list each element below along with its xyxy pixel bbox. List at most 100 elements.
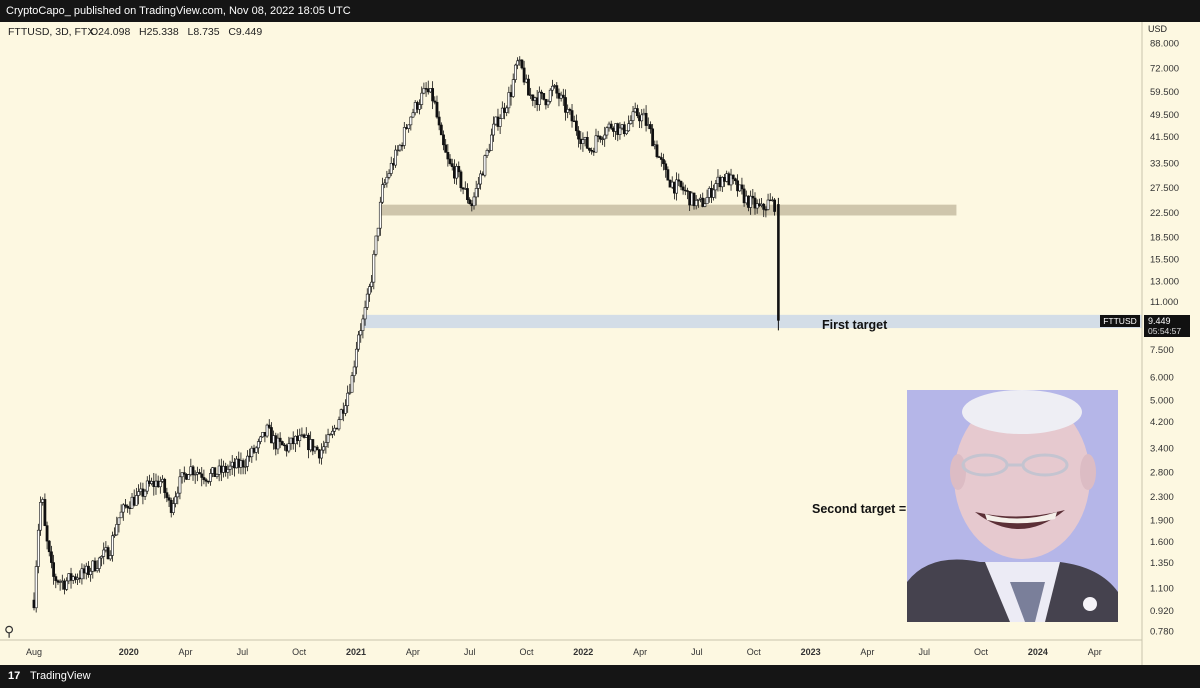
candle-body bbox=[63, 580, 66, 590]
price-tick-label: 18.500 bbox=[1150, 233, 1179, 244]
candle-body bbox=[714, 183, 718, 191]
candle-body bbox=[601, 138, 604, 141]
candle-body bbox=[620, 124, 624, 129]
candle-body bbox=[204, 479, 208, 482]
candle-body bbox=[666, 169, 670, 181]
candle-body bbox=[725, 173, 729, 182]
candle-body bbox=[692, 192, 696, 207]
candle-body bbox=[574, 120, 578, 132]
candle-body bbox=[333, 427, 336, 432]
candle-body bbox=[635, 108, 639, 117]
candle-body bbox=[348, 391, 352, 394]
candle-body bbox=[344, 405, 347, 414]
candle-body bbox=[111, 535, 114, 556]
candle-body bbox=[757, 203, 761, 206]
candle-body bbox=[707, 188, 711, 198]
candle-body bbox=[522, 67, 526, 83]
candle-body bbox=[540, 91, 543, 94]
candle-body bbox=[738, 184, 742, 192]
candle-body bbox=[490, 134, 493, 151]
time-tick-label: Jul bbox=[237, 647, 249, 657]
price-tick-label: 0.780 bbox=[1150, 627, 1174, 638]
candle-body bbox=[681, 186, 685, 191]
candle-body bbox=[553, 85, 556, 87]
candle-body bbox=[551, 85, 554, 91]
candle-body bbox=[365, 293, 369, 308]
candle-body bbox=[387, 173, 391, 178]
price-tick-label: 88.000 bbox=[1150, 39, 1179, 50]
candle-body bbox=[309, 439, 313, 451]
candle-body bbox=[716, 176, 720, 184]
candle-body bbox=[73, 576, 77, 580]
candle-body bbox=[322, 446, 326, 451]
candle-body bbox=[313, 446, 317, 452]
candle-body bbox=[193, 473, 197, 476]
candle-body bbox=[542, 93, 546, 100]
time-tick-label: 2023 bbox=[801, 647, 821, 657]
candle-body bbox=[211, 467, 215, 474]
candle-body bbox=[511, 79, 515, 97]
candle-body bbox=[450, 163, 454, 167]
candle-body bbox=[202, 477, 206, 481]
candle-body bbox=[165, 492, 169, 498]
candle-body bbox=[594, 135, 598, 153]
first-target-label: First target bbox=[822, 318, 888, 332]
candle-body bbox=[337, 419, 341, 430]
candle-body bbox=[603, 134, 607, 140]
candle-body bbox=[557, 92, 561, 99]
candle-body bbox=[283, 444, 286, 447]
candle-body bbox=[479, 173, 482, 185]
candle-body bbox=[296, 435, 299, 441]
candle-body bbox=[703, 203, 707, 207]
price-axis[interactable]: 88.000 72.000 59.500 49.500 41.500 33.500 27.5… bbox=[1150, 39, 1179, 638]
candle-body bbox=[644, 112, 648, 126]
candle-body bbox=[568, 109, 572, 111]
candle-body bbox=[492, 123, 496, 136]
ohlc-line: O24.098 H25.338 L8.735 C9.449 bbox=[90, 26, 262, 38]
price-tick-label: 1.600 bbox=[1150, 537, 1174, 548]
candle-layer bbox=[32, 56, 777, 613]
candle-body bbox=[402, 127, 406, 146]
candle-body bbox=[189, 466, 193, 475]
candle-body bbox=[219, 465, 223, 473]
candle-body bbox=[733, 178, 737, 182]
time-axis[interactable]: Aug 2020 Apr Jul Oct 2021 Apr Jul Oct 2022 Apr Jul O… bbox=[26, 647, 1102, 657]
candle-body bbox=[583, 137, 587, 140]
candle-body bbox=[476, 183, 480, 189]
candle-body bbox=[161, 478, 164, 482]
candle-body bbox=[167, 497, 171, 501]
price-tick-label: 1.350 bbox=[1150, 558, 1174, 569]
price-chart[interactable]: 88.000 72.000 59.500 49.500 41.500 33.500 27.5… bbox=[0, 22, 1200, 665]
candle-body bbox=[437, 116, 441, 126]
candle-body bbox=[507, 92, 511, 109]
candle-body bbox=[178, 476, 182, 494]
candle-body bbox=[457, 166, 461, 173]
candle-body bbox=[548, 89, 552, 102]
candle-body bbox=[696, 198, 700, 201]
time-tick-label: Oct bbox=[747, 647, 762, 657]
candle-body bbox=[235, 458, 238, 469]
price-tag-countdown: 05:54:57 bbox=[1148, 326, 1181, 336]
candle-body bbox=[629, 120, 633, 124]
candle-body bbox=[670, 181, 674, 188]
candle-body bbox=[444, 144, 448, 153]
price-tick-label: 1.900 bbox=[1150, 516, 1174, 527]
candle-body bbox=[174, 496, 177, 504]
candle-body bbox=[145, 480, 149, 492]
price-tick-label: 15.500 bbox=[1150, 255, 1179, 266]
time-tick-label: Apr bbox=[860, 647, 874, 657]
pin-icon[interactable]: ⚲ bbox=[4, 623, 14, 639]
candle-body bbox=[84, 565, 88, 574]
candle-body bbox=[420, 92, 424, 105]
candle-body bbox=[411, 112, 415, 118]
candle-body bbox=[494, 116, 498, 125]
candle-body bbox=[631, 111, 635, 121]
candle-body bbox=[267, 424, 271, 428]
price-tick-label: 3.400 bbox=[1150, 443, 1174, 454]
candle-body bbox=[82, 568, 86, 574]
candle-body bbox=[546, 101, 550, 106]
candle-body bbox=[398, 144, 402, 151]
candle-body bbox=[747, 195, 750, 208]
candle-body bbox=[106, 547, 110, 560]
candle-body bbox=[429, 88, 432, 93]
